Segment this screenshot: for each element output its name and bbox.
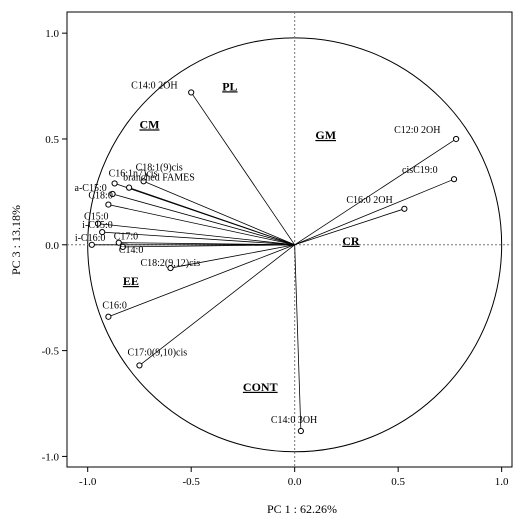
loading-vector [108, 204, 295, 246]
point-label: C14:0 3OH [271, 415, 317, 426]
loading-point [125, 184, 133, 191]
loading-vector [190, 92, 296, 246]
loading-point [105, 313, 112, 320]
group-label: CR [342, 234, 360, 248]
loading-point [109, 190, 116, 198]
group-label: EE [123, 274, 139, 288]
x-tick-label: -1.0 [79, 476, 97, 488]
point-label: cisC19:0 [402, 165, 438, 176]
loading-point [453, 135, 460, 143]
loading-vector [294, 244, 302, 432]
point-label: C12:0 2OH [394, 125, 440, 136]
group-label: CM [139, 117, 159, 131]
loading-point [105, 201, 112, 208]
loading-vector [118, 242, 295, 246]
point-label: i-C16:0 [75, 233, 106, 244]
x-tick-label: 0.0 [288, 476, 302, 488]
y-tick-label: -0.5 [42, 346, 60, 358]
x-tick-label: -0.5 [182, 476, 200, 488]
loading-point [188, 89, 195, 96]
y-tick-label: 0.5 [45, 134, 59, 146]
plot-area: -1.0 -0.5 0.0 0.5 1.0 1.0 0.5 0.0 -0.5 -1.0 C14:0 … [42, 11, 513, 488]
loading-vector [170, 244, 295, 269]
loading-point [88, 241, 95, 248]
point-label: C14:0 [119, 245, 143, 256]
point-label: C18:1(9)cis [136, 162, 183, 173]
point-label: a-C15:0 [75, 183, 107, 194]
point-label: i-C15:0 [82, 220, 113, 231]
point-label: C18:2(9,12)cis [140, 258, 200, 269]
loading-point [111, 180, 118, 187]
loading-point [119, 243, 126, 251]
loading-point [115, 239, 122, 246]
loading-point [99, 228, 106, 236]
point-label: C14:0 2OH [131, 80, 177, 91]
loading-vector [98, 223, 295, 246]
loading-vector [102, 231, 295, 246]
y-tick-label: 0.0 [45, 240, 59, 252]
x-tick-label: 1.0 [495, 476, 509, 488]
loading-vector [112, 193, 295, 246]
x-tick-label: 0.5 [391, 476, 405, 488]
loading-vector [108, 244, 295, 318]
point-label: C17:0(9,10)cis [127, 347, 187, 358]
loading-vector [294, 138, 457, 246]
point-label: C16:0 2OH [346, 195, 392, 206]
plot-frame [66, 11, 513, 468]
group-label: CONT [243, 380, 278, 394]
loading-point [167, 264, 174, 272]
y-tick-label: -1.0 [42, 451, 60, 463]
point-label: C15:0 [84, 212, 108, 223]
y-axis-title: PC 3 : 13.18% [9, 205, 23, 275]
point-label: C16:1n7)cis [109, 168, 158, 179]
loading-point [401, 205, 408, 212]
loading-vector [143, 180, 295, 246]
x-axis-title: PC 1 : 62.26% [267, 502, 337, 516]
group-label: GM [315, 128, 336, 142]
loading-vector [128, 187, 295, 246]
point-label: branched FAMES [123, 173, 195, 184]
point-label: C16:0 [102, 301, 126, 312]
group-label: PL [222, 79, 237, 93]
loading-point [450, 176, 458, 183]
loading-point [94, 220, 102, 227]
loading-vector [122, 244, 295, 248]
point-label: C18:0 [88, 191, 112, 202]
loading-point [297, 427, 304, 435]
point-label: C17:0 [114, 232, 138, 243]
y-tick-label: 1.0 [45, 28, 59, 40]
loading-vector [294, 208, 405, 246]
loading-vector [139, 244, 295, 366]
loading-point [140, 178, 147, 185]
loading-vector [294, 178, 455, 246]
loading-point [136, 362, 143, 369]
